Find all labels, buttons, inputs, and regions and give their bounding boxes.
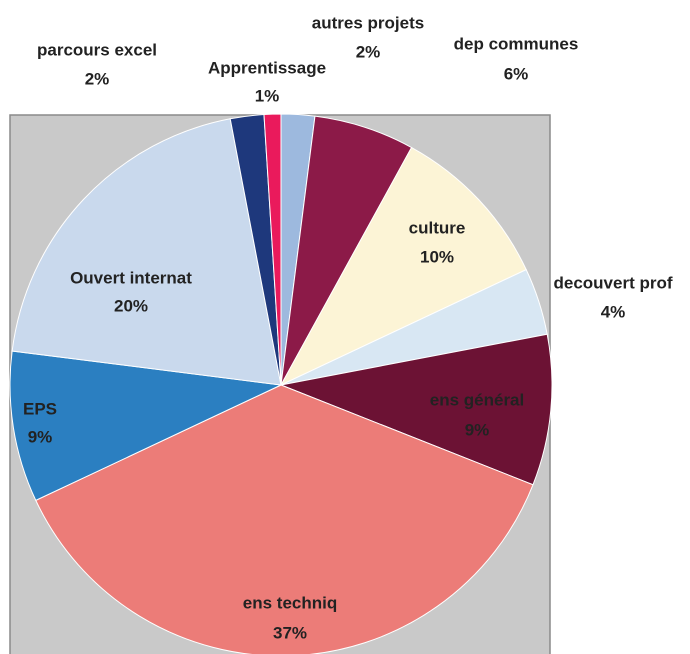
slice: [279, 333, 553, 486]
slice: [279, 146, 527, 387]
slice-label: culture: [409, 218, 466, 237]
slice-label: dep communes: [454, 34, 579, 53]
slice-label: parcours excel: [37, 40, 157, 59]
value-label: 9%: [465, 420, 490, 439]
labels: autres projets 2% dep communes 6% culture 10%…: [23, 13, 673, 642]
slice: [263, 113, 282, 386]
slice-label: decouvert prof: [553, 273, 672, 292]
value-label: 20%: [114, 296, 148, 315]
slice-label: EPS: [23, 399, 57, 418]
value-label: 4%: [601, 302, 626, 321]
slice: [9, 350, 283, 502]
slice-label: ens techniq: [243, 593, 337, 612]
value-label: 1%: [255, 86, 280, 105]
value-label: 9%: [28, 427, 53, 446]
value-label: 10%: [420, 247, 454, 266]
pie: [9, 113, 553, 654]
slice-label: ens général: [430, 390, 525, 409]
slice-label: autres projets: [312, 13, 424, 32]
slice-label: Apprentissage: [208, 58, 326, 77]
value-label: 2%: [85, 69, 110, 88]
value-label: 2%: [356, 42, 381, 61]
slice-label: Ouvert internat: [70, 268, 192, 287]
slice: [35, 384, 534, 654]
value-label: 6%: [504, 64, 529, 83]
slice: [11, 118, 282, 386]
value-label: 37%: [273, 623, 307, 642]
